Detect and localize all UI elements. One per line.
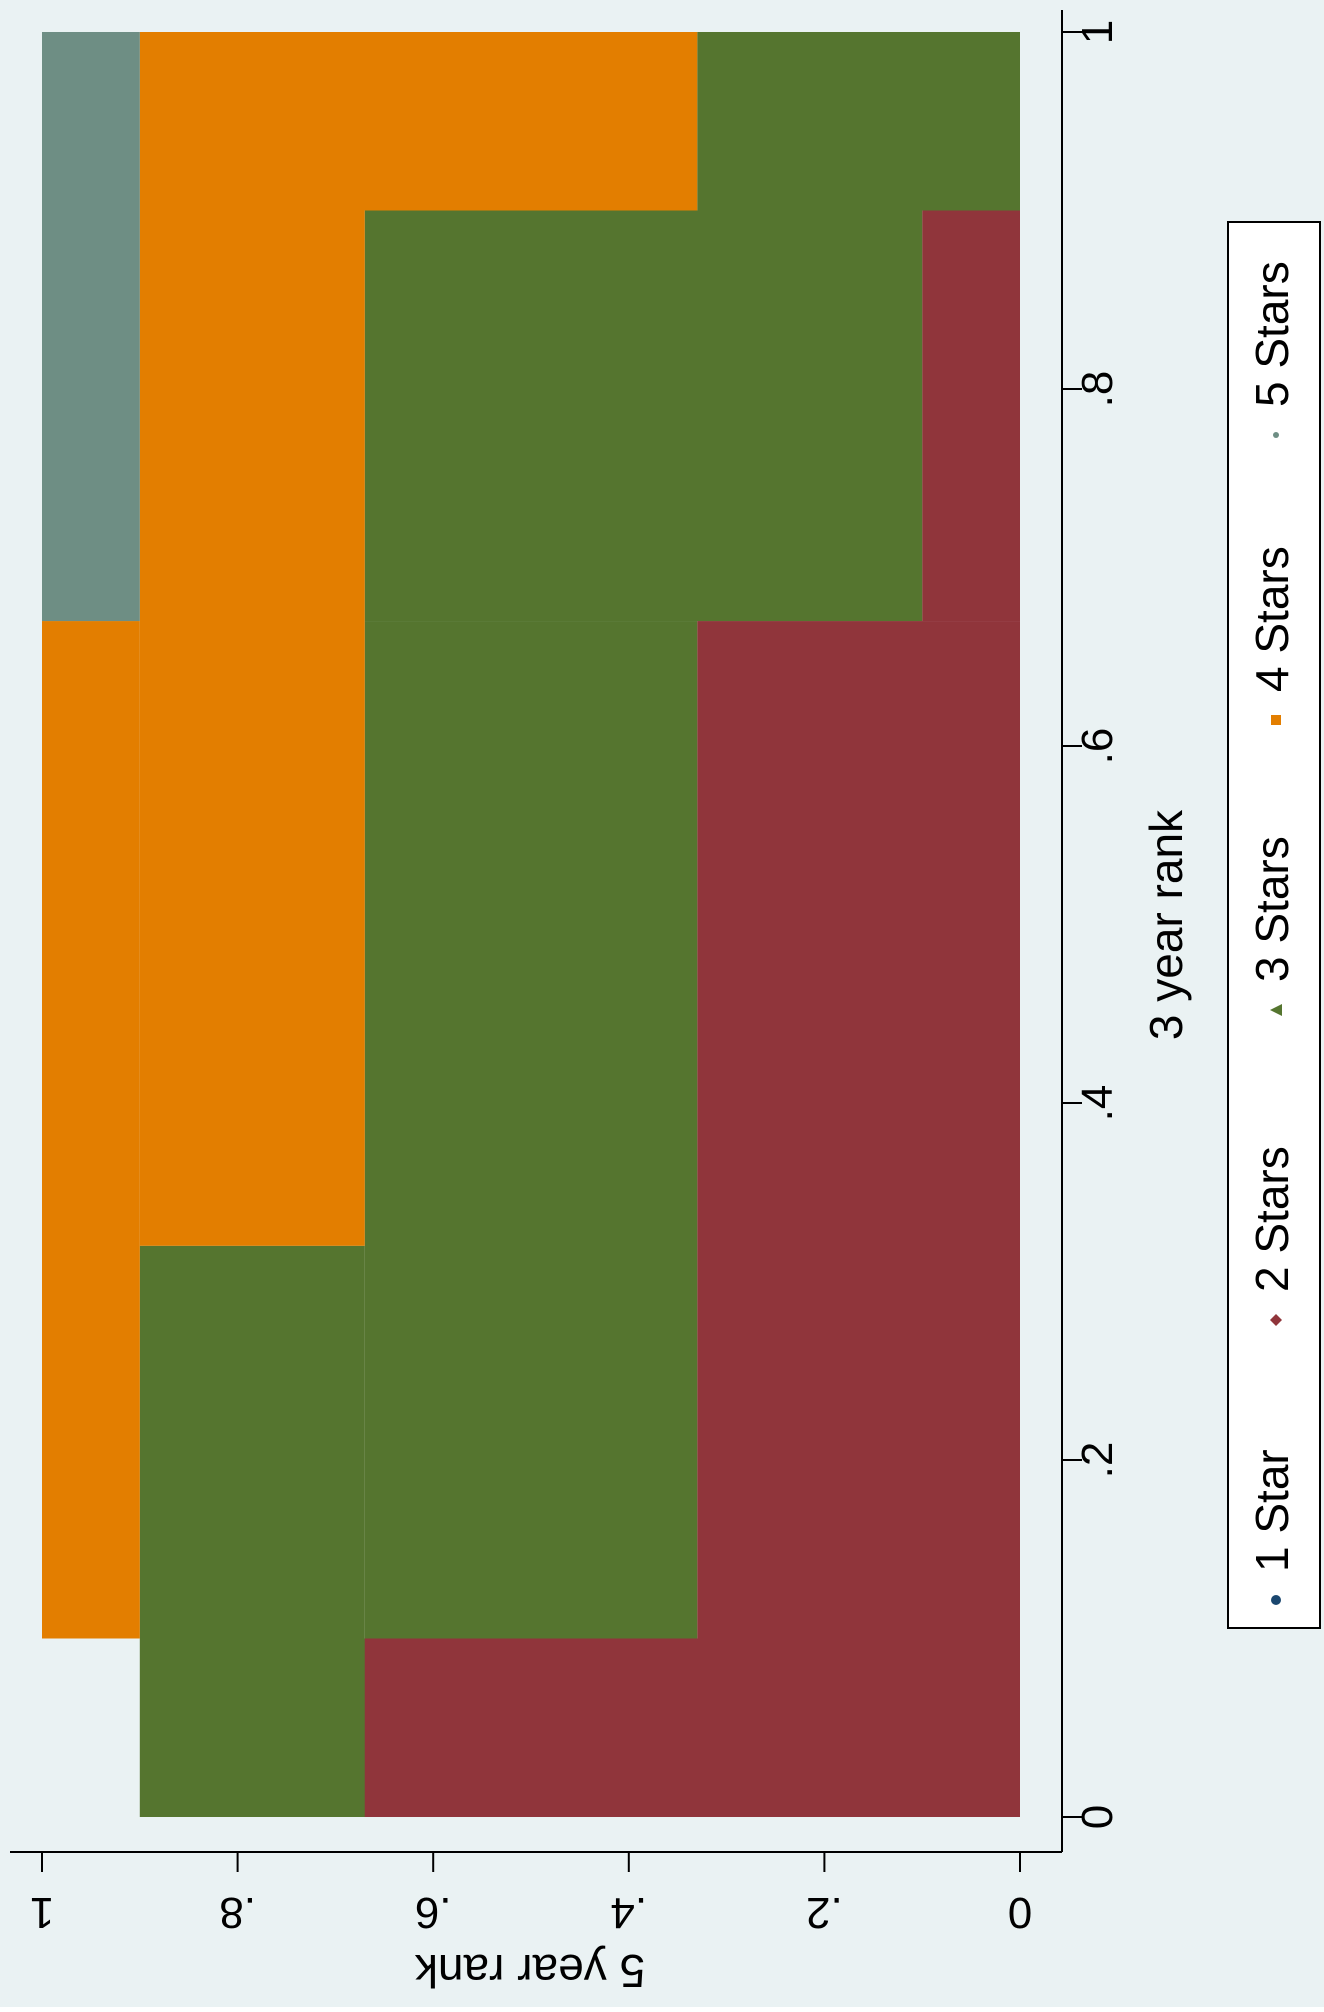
x-tick-label: .4 xyxy=(1073,1085,1122,1122)
x-tick-label: .2 xyxy=(1073,1442,1122,1479)
y-axis-title: 5 year rank xyxy=(414,1945,645,1997)
x-axis-title: 3 year rank xyxy=(1140,809,1192,1040)
region-3-stars-4 xyxy=(139,1245,365,1817)
region-3-stars-1 xyxy=(364,621,698,1639)
legend-label-1-star: 1 Star xyxy=(1246,1449,1298,1572)
legend-marker-1-star xyxy=(1271,1595,1281,1605)
y-tick-label: .8 xyxy=(219,1888,256,1937)
axes: 0 .2 .4 .6 .8 1 0 .2 .4 .6 .8 1 3 year rank 5 year ra… xyxy=(10,10,1192,1997)
legend-label-3-stars: 3 Stars xyxy=(1246,836,1298,982)
legend-marker-4-stars xyxy=(1271,715,1281,725)
region-3-stars-3 xyxy=(697,32,1020,211)
region-4-stars-3 xyxy=(42,621,140,1639)
region-3-stars-2 xyxy=(364,210,923,622)
region-2-stars-1 xyxy=(354,1638,1021,1817)
y-tick-label: .4 xyxy=(610,1888,647,1937)
region-2-stars-2 xyxy=(697,621,1020,1639)
legend-marker-3-stars xyxy=(1270,1004,1282,1016)
x-tick-label: 1 xyxy=(1073,20,1122,44)
x-tick-label: 0 xyxy=(1073,1805,1122,1829)
region-4-stars-1 xyxy=(139,210,365,1246)
legend-box xyxy=(1227,221,1321,1629)
region-4-stars-2 xyxy=(139,32,698,211)
x-tick-label: .8 xyxy=(1073,371,1122,408)
legend: 1 Star 2 Stars 3 Stars 4 Stars 5 Stars xyxy=(1227,221,1321,1629)
legend-marker-2-stars xyxy=(1270,1314,1282,1326)
y-tick-label: .2 xyxy=(806,1888,843,1937)
region-5-stars-1 xyxy=(42,32,140,622)
y-tick-label: 0 xyxy=(1008,1888,1032,1937)
legend-label-5-stars: 5 Stars xyxy=(1246,261,1298,407)
legend-label-4-stars: 4 Stars xyxy=(1246,546,1298,692)
y-tick-label: .6 xyxy=(415,1888,452,1937)
x-tick-label: .6 xyxy=(1073,728,1122,765)
region-2-stars-3 xyxy=(922,210,1020,622)
y-tick-label: 1 xyxy=(30,1888,54,1937)
legend-marker-5-stars xyxy=(1273,432,1279,438)
legend-label-2-stars: 2 Stars xyxy=(1246,1146,1298,1292)
data-regions xyxy=(42,32,1021,1817)
